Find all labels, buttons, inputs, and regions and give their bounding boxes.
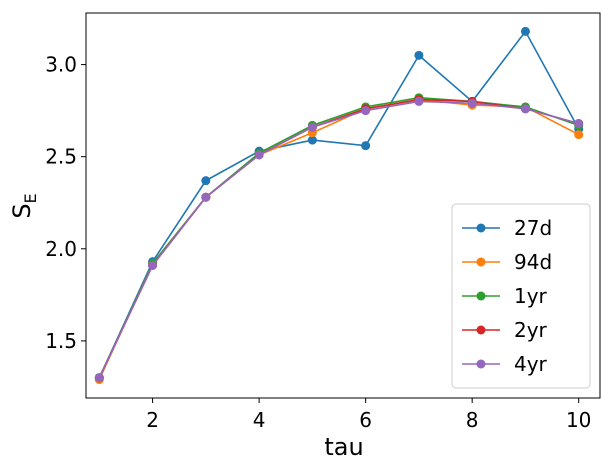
data-point <box>308 123 317 132</box>
data-point <box>414 97 423 106</box>
legend-label: 1yr <box>514 284 548 308</box>
x-tick-label: 8 <box>466 408 479 432</box>
y-tick-label: 1.5 <box>45 329 77 353</box>
data-point <box>255 150 264 159</box>
data-point <box>468 99 477 108</box>
legend: 27d 94d 1yr 2yr 4yr <box>452 204 590 388</box>
y-axis-ticks: 1.5 2.0 2.5 3.0 <box>45 53 86 353</box>
legend-label: 27d <box>514 216 552 240</box>
data-point <box>201 176 210 185</box>
x-tick-label: 10 <box>566 408 591 432</box>
legend-label: 2yr <box>514 318 548 342</box>
y-axis-label-main: S <box>8 203 36 218</box>
data-point <box>361 106 370 115</box>
data-point <box>521 104 530 113</box>
legend-label: 94d <box>514 250 552 274</box>
data-point <box>361 141 370 150</box>
data-point <box>148 261 157 270</box>
legend-swatch-marker <box>477 224 486 233</box>
y-axis-label-subscript: E <box>21 193 40 203</box>
data-point <box>521 27 530 36</box>
y-tick-label: 2.0 <box>45 237 77 261</box>
x-tick-label: 6 <box>359 408 372 432</box>
legend-swatch-marker <box>477 258 486 267</box>
legend-swatch-marker <box>477 292 486 301</box>
x-axis-label: tau <box>324 433 363 458</box>
legend-swatch-marker <box>477 326 486 335</box>
legend-swatch-marker <box>477 360 486 369</box>
data-point <box>95 373 104 382</box>
x-axis-ticks: 2 4 6 8 10 <box>146 398 591 432</box>
x-tick-label: 2 <box>146 408 159 432</box>
legend-label: 4yr <box>514 352 548 376</box>
data-point <box>201 193 210 202</box>
y-axis-label: SE <box>8 193 40 218</box>
y-tick-label: 3.0 <box>45 53 77 77</box>
y-tick-label: 2.5 <box>45 145 77 169</box>
data-point <box>414 51 423 60</box>
data-point <box>574 130 583 139</box>
x-tick-label: 4 <box>253 408 266 432</box>
data-point <box>574 119 583 128</box>
